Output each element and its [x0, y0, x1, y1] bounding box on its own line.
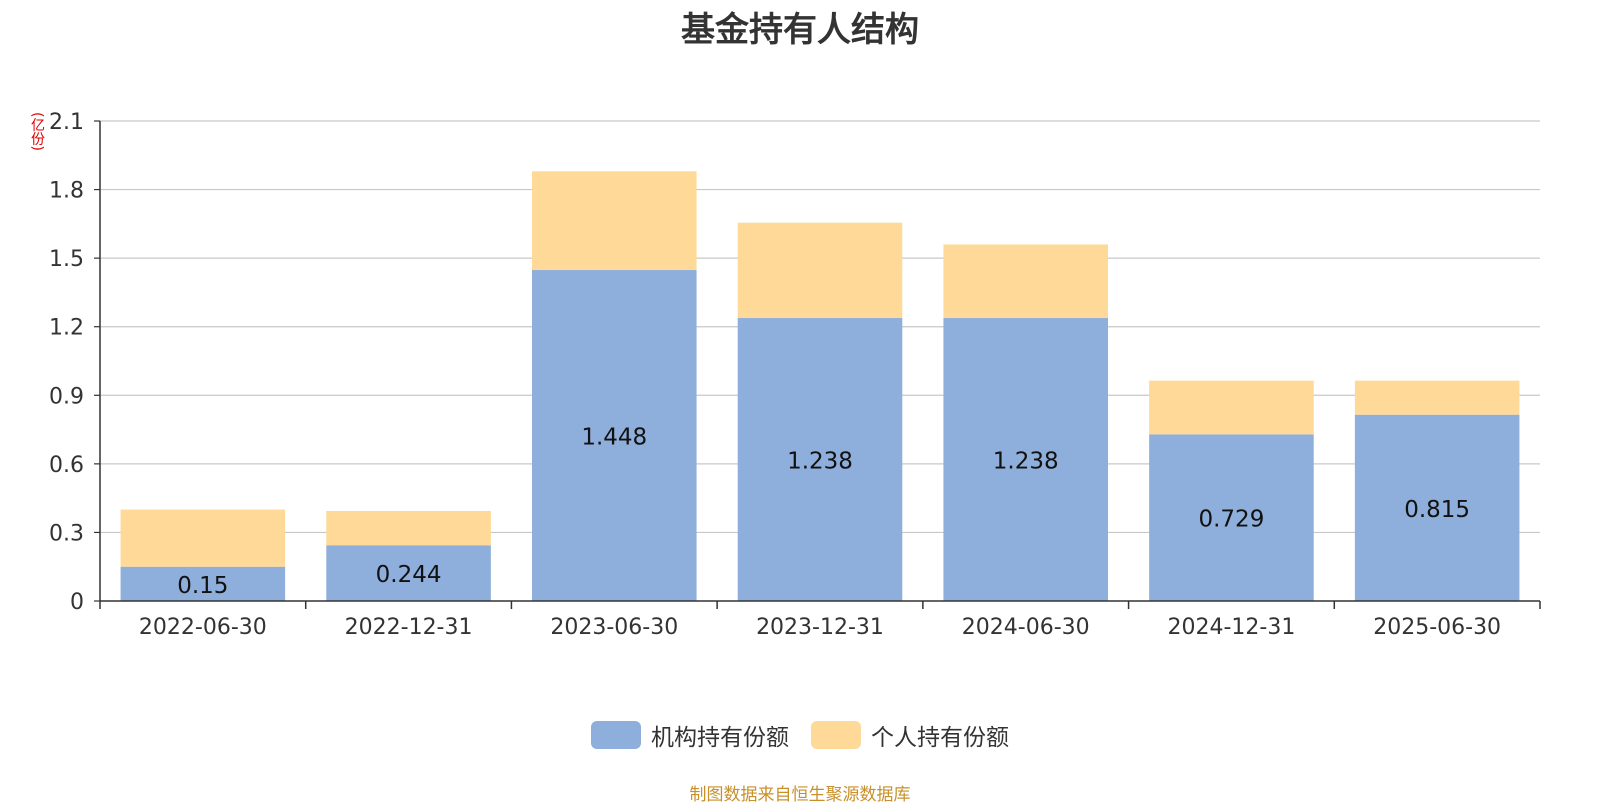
legend-item-institutional[interactable]: 机构持有份额 — [591, 718, 789, 752]
bar-value-label: 0.815 — [1404, 497, 1470, 523]
bar-institutional — [326, 545, 491, 601]
bar-value-label: 1.238 — [993, 449, 1059, 475]
bar-institutional — [1149, 434, 1314, 601]
bar-individual — [737, 222, 903, 319]
legend-item-individual[interactable]: 个人持有份额 — [811, 718, 1009, 752]
x-tick-label: 2023-06-30 — [550, 615, 678, 640]
bar-individual — [532, 171, 697, 271]
legend-label-institutional: 机构持有份额 — [651, 725, 789, 751]
y-tick-label: 0.9 — [49, 384, 84, 409]
legend: 机构持有份额 个人持有份额 — [0, 718, 1600, 752]
bar-value-label: 0.15 — [177, 573, 228, 599]
y-tick-label: 0 — [70, 590, 84, 615]
bar-individual — [1354, 380, 1520, 415]
y-tick-label: 1.5 — [49, 247, 84, 272]
bar-institutional — [943, 318, 1108, 601]
x-tick-label: 2022-06-30 — [139, 615, 267, 640]
x-tick-label: 2023-12-31 — [756, 615, 884, 640]
y-axis-unit-label: (亿份) — [29, 112, 45, 151]
bar-value-label: 0.244 — [376, 562, 442, 588]
bar-individual — [943, 244, 1108, 319]
y-tick-label: 2.1 — [49, 110, 84, 135]
chart-plot: 0 0.3 0.6 0.9 1.2 1.5 1.8 2.1 0.15 0.244 1.448 1.23… — [49, 110, 1541, 640]
legend-label-individual: 个人持有份额 — [871, 725, 1009, 751]
bar-institutional — [1354, 414, 1520, 601]
y-tick-label: 1.8 — [49, 179, 84, 204]
bar-value-label: 1.238 — [787, 449, 853, 475]
bar-individual — [120, 509, 286, 567]
x-tick-label: 2025-06-30 — [1373, 615, 1501, 640]
x-tick-label: 2024-12-31 — [1167, 615, 1295, 640]
bar-individual — [326, 510, 491, 546]
y-tick-label: 0.3 — [49, 521, 84, 546]
x-tick-label: 2022-12-31 — [345, 615, 473, 640]
bar-institutional — [532, 270, 697, 601]
bar-individual — [1149, 380, 1314, 435]
chart-title: 基金持有人结构 — [681, 10, 919, 50]
y-tick-label: 1.2 — [49, 316, 84, 341]
bar-institutional — [120, 566, 286, 601]
bar-value-label: 0.729 — [1198, 507, 1264, 533]
y-tick-label: 0.6 — [49, 453, 84, 478]
bar-value-label: 1.448 — [581, 425, 647, 451]
source-note: 制图数据来自恒生聚源数据库 — [689, 785, 911, 805]
x-tick-label: 2024-06-30 — [962, 615, 1090, 640]
bar-institutional — [737, 318, 903, 601]
legend-swatch-institutional — [591, 721, 641, 749]
legend-swatch-individual — [811, 721, 861, 749]
